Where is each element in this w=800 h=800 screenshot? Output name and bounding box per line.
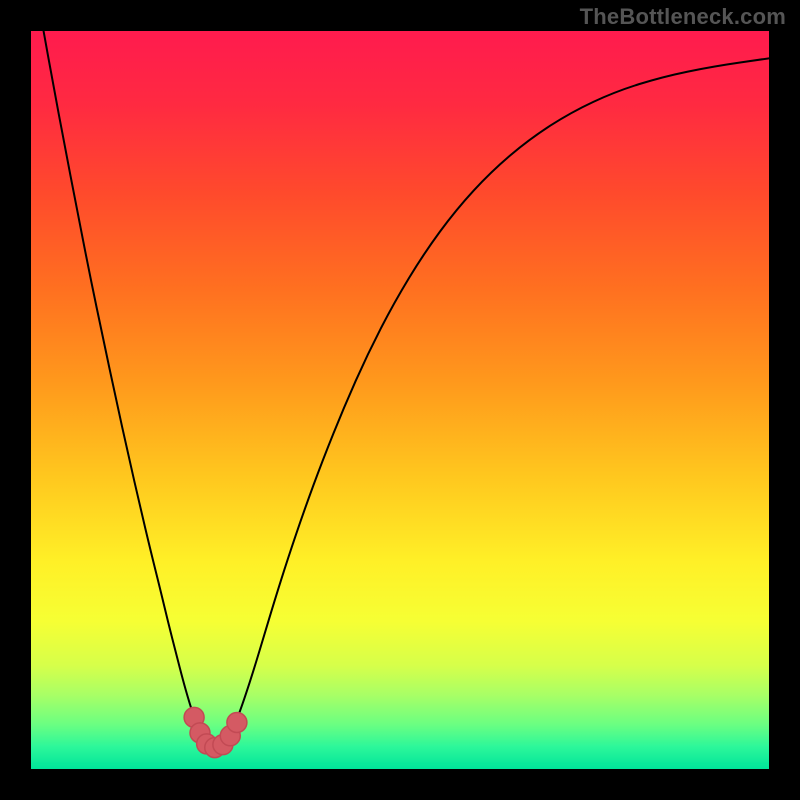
marker-point xyxy=(227,713,247,733)
plot-background xyxy=(31,31,769,769)
bottleneck-plot xyxy=(31,31,769,769)
watermark-label: TheBottleneck.com xyxy=(580,4,786,30)
plot-svg xyxy=(31,31,769,769)
